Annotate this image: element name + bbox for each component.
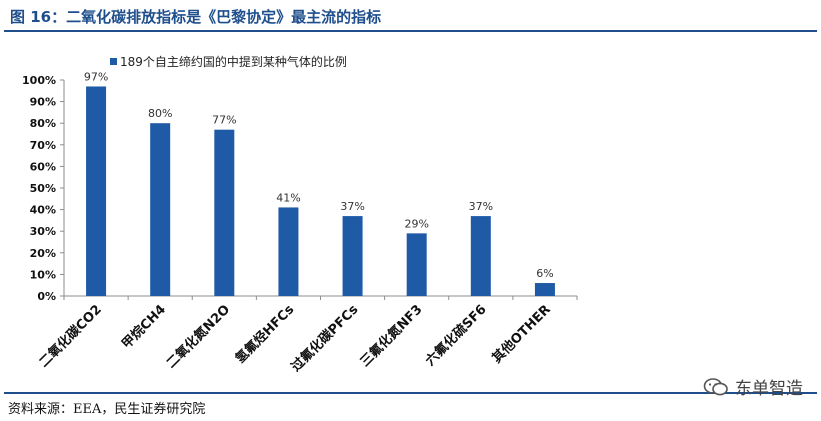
category-label: 二氧化氮N2O [163,302,233,372]
legend-swatch [110,58,117,65]
bar [150,123,171,296]
bar [214,129,235,296]
category-label: 六氟化硫SF6 [422,302,489,369]
bar [86,86,107,296]
data-label: 41% [276,191,300,204]
legend: 189个自主缔约国的中提到某种气体的比例 [110,54,347,69]
y-tick-label: 0% [37,290,56,303]
watermark: 东单智造 [703,374,803,399]
wechat-icon [703,377,728,395]
y-tick-label: 30% [30,225,56,238]
y-tick-label: 10% [30,268,56,281]
data-label: 97% [84,70,108,83]
bar [278,207,299,296]
category-label: 三氟化氮NF3 [357,302,425,370]
title-rule [4,30,817,32]
category-label: 二氧化碳CO2 [36,302,105,371]
y-tick-label: 100% [22,74,56,87]
bars [86,86,555,296]
category-label: 氢氟烃HFCs [232,301,297,366]
y-tick-label: 60% [30,160,56,173]
category-label: 其他OTHER [489,302,554,367]
y-tick-label: 70% [30,139,56,152]
figure-title: 图 16：二氧化碳排放指标是《巴黎协定》最主流的指标 [10,8,382,26]
data-label: 80% [148,107,172,120]
bar [342,216,363,296]
y-axis: 0% 10% 20% 30% 40% 50% 60% 70% 80% 90% 100% [22,74,65,303]
legend-label: 189个自主缔约国的中提到某种气体的比例 [120,54,347,69]
footer-rule [4,392,817,394]
y-tick-label: 20% [30,247,56,260]
data-label: 37% [340,200,364,213]
data-labels: 97% 80% 77% 41% 37% 29% 37% 6% [84,70,554,280]
y-tick-label: 40% [30,204,56,217]
bar [406,233,427,296]
data-label: 29% [404,217,428,230]
bar-chart: 189个自主缔约国的中提到某种气体的比例 0% 10% 20% 30% 40% 50% 60… [22,54,578,375]
y-tick-label: 90% [30,96,56,109]
y-tick-label: 80% [30,117,56,130]
y-tick-label: 50% [30,182,56,195]
data-label: 37% [469,200,493,213]
category-label: 过氟化碳PFCs [288,301,362,375]
data-label: 77% [212,114,236,127]
data-label: 6% [536,267,553,280]
x-axis [63,295,578,300]
category-label: 甲烷CH4 [118,302,169,353]
source-note: 资料来源：EEA，民生证券研究院 [8,402,206,417]
bar [534,283,555,296]
bar [470,216,491,296]
watermark-text: 东单智造 [735,379,803,399]
